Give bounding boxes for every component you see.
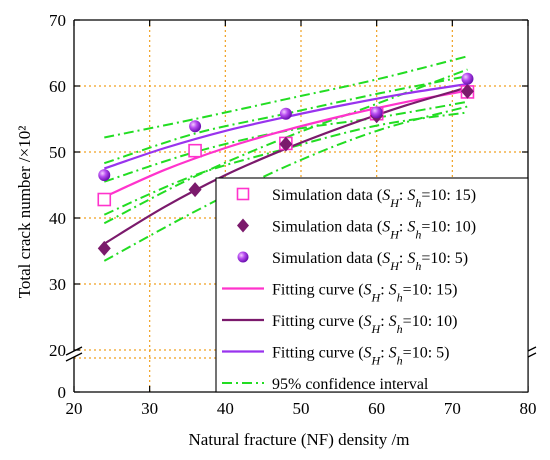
data-point-s3-4 bbox=[370, 106, 383, 119]
x-tick-label: 60 bbox=[368, 399, 385, 418]
legend-text-part: H bbox=[389, 259, 400, 273]
legend-text-part: : bbox=[399, 250, 407, 267]
y-axis-label: Total crack number /×10² bbox=[15, 126, 34, 299]
data-point-s1-1 bbox=[97, 192, 112, 207]
legend-text-part: =10: 15) bbox=[403, 282, 458, 299]
data-point-s2-5 bbox=[460, 83, 474, 99]
legend-marker-1 bbox=[236, 187, 250, 201]
legend-text-part: Simulation data ( bbox=[272, 250, 382, 267]
y-tick-label: 70 bbox=[49, 11, 66, 30]
legend-text-part: H bbox=[371, 291, 382, 305]
x-tick-label: 50 bbox=[293, 399, 310, 418]
y-tick-label: 30 bbox=[49, 275, 66, 294]
data-point-s1-2 bbox=[188, 143, 202, 158]
legend-box bbox=[215, 177, 529, 393]
legend: Simulation data (SH: Sh=10: 15)Simulatio… bbox=[215, 177, 529, 393]
legend-text-part: Fitting curve ( bbox=[272, 282, 364, 299]
legend-text-part: Fitting curve ( bbox=[272, 313, 364, 330]
axis-break-mark bbox=[65, 346, 83, 356]
legend-text-part: S bbox=[364, 345, 372, 362]
legend-label-3: Simulation data (SH: Sh=10: 5) bbox=[272, 250, 468, 273]
y-tick-label: 40 bbox=[49, 209, 66, 228]
axis-break-gap bbox=[65, 351, 83, 357]
legend-text-part: H bbox=[371, 354, 382, 368]
data-point-s2-1 bbox=[97, 240, 111, 256]
legend-label-1: Simulation data (SH: Sh=10: 15) bbox=[272, 187, 476, 210]
legend-text-part: S bbox=[382, 219, 390, 236]
legend-text-part: =10: 5) bbox=[403, 345, 450, 362]
x-tick-label: 20 bbox=[66, 399, 83, 418]
y-tick-label: 60 bbox=[49, 77, 66, 96]
data-point-s3-5 bbox=[461, 72, 474, 85]
legend-text-part: =10: 10) bbox=[403, 313, 458, 330]
y-tick-label: 0 bbox=[58, 383, 67, 402]
legend-text-part: : bbox=[380, 345, 388, 362]
fitting-curve-1 bbox=[103, 89, 468, 198]
legend-label-ci: 95% confidence interval bbox=[272, 376, 429, 393]
legend-text-part: h bbox=[415, 228, 421, 242]
legend-text-part: S bbox=[382, 187, 390, 204]
legend-text-part: h bbox=[397, 322, 403, 336]
data-point-s2-3 bbox=[279, 136, 293, 152]
legend-text-part: H bbox=[389, 196, 400, 210]
legend-text-part: S bbox=[389, 345, 397, 362]
legend-text-part: S bbox=[407, 219, 415, 236]
legend-marker-3 bbox=[237, 251, 249, 263]
legend-text-part: H bbox=[389, 228, 400, 242]
legend-text-part: h bbox=[415, 259, 421, 273]
x-tick-label: 40 bbox=[217, 399, 234, 418]
data-point-s3-3 bbox=[279, 107, 292, 120]
data-point-s3-1 bbox=[98, 169, 111, 182]
data-markers bbox=[97, 72, 475, 256]
x-tick-label: 80 bbox=[520, 399, 537, 418]
legend-text-part: S bbox=[389, 313, 397, 330]
legend-text-part: Simulation data ( bbox=[272, 187, 382, 204]
legend-text-part: : bbox=[380, 313, 388, 330]
legend-text-part: h bbox=[415, 196, 421, 210]
data-point-s3-2 bbox=[189, 120, 202, 133]
ci-upper-1 bbox=[104, 55, 468, 139]
legend-text-part: S bbox=[407, 187, 415, 204]
legend-text-part: H bbox=[371, 322, 382, 336]
x-tick-label: 30 bbox=[141, 399, 158, 418]
legend-text-part: : bbox=[380, 282, 388, 299]
legend-text-part: =10: 10) bbox=[421, 219, 476, 236]
legend-text-part: h bbox=[397, 291, 403, 305]
legend-text-part: S bbox=[364, 282, 372, 299]
x-axis-label: Natural fracture (NF) density /m bbox=[189, 430, 410, 449]
legend-text-part: S bbox=[389, 282, 397, 299]
legend-marker-2 bbox=[237, 218, 249, 233]
legend-label-5: Fitting curve (SH: Sh=10: 10) bbox=[272, 313, 457, 336]
legend-text-part: S bbox=[364, 313, 372, 330]
data-point-s2-2 bbox=[188, 182, 202, 198]
legend-text-part: =10: 5) bbox=[421, 250, 468, 267]
legend-text-part: S bbox=[407, 250, 415, 267]
legend-text-part: S bbox=[382, 250, 390, 267]
y-tick-label: 20 bbox=[49, 341, 66, 360]
legend-text-part: h bbox=[397, 354, 403, 368]
ci-lower-1 bbox=[103, 111, 468, 216]
axis-break-mark bbox=[65, 352, 83, 362]
legend-label-2: Simulation data (SH: Sh=10: 10) bbox=[272, 219, 476, 242]
legend-text-part: Simulation data ( bbox=[272, 219, 382, 236]
legend-text-part: =10: 15) bbox=[421, 187, 476, 204]
legend-label-6: Fitting curve (SH: Sh=10: 5) bbox=[272, 345, 449, 368]
legend-text-part: : bbox=[399, 187, 407, 204]
legend-label-4: Fitting curve (SH: Sh=10: 15) bbox=[272, 282, 457, 305]
legend-text-part: Fitting curve ( bbox=[272, 345, 364, 362]
ci-lower-2 bbox=[103, 105, 468, 262]
x-tick-label: 70 bbox=[444, 399, 461, 418]
y-tick-label: 50 bbox=[49, 143, 66, 162]
legend-text-part: : bbox=[399, 219, 407, 236]
